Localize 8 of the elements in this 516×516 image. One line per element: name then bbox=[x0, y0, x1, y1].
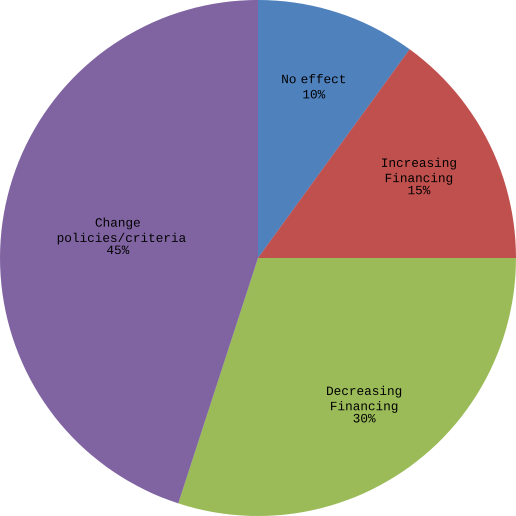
data-label: 45% bbox=[107, 246, 130, 254]
slice-label: Increasing Financing bbox=[382, 158, 456, 185]
slice-label: No effect bbox=[282, 74, 346, 84]
data-label: 15% bbox=[408, 186, 430, 194]
data-label: 30% bbox=[354, 414, 376, 422]
slice-label: Change policies/criteria bbox=[58, 217, 186, 245]
slice-label: Decreasing Financing bbox=[327, 386, 402, 413]
data-label: 10% bbox=[303, 90, 326, 99]
